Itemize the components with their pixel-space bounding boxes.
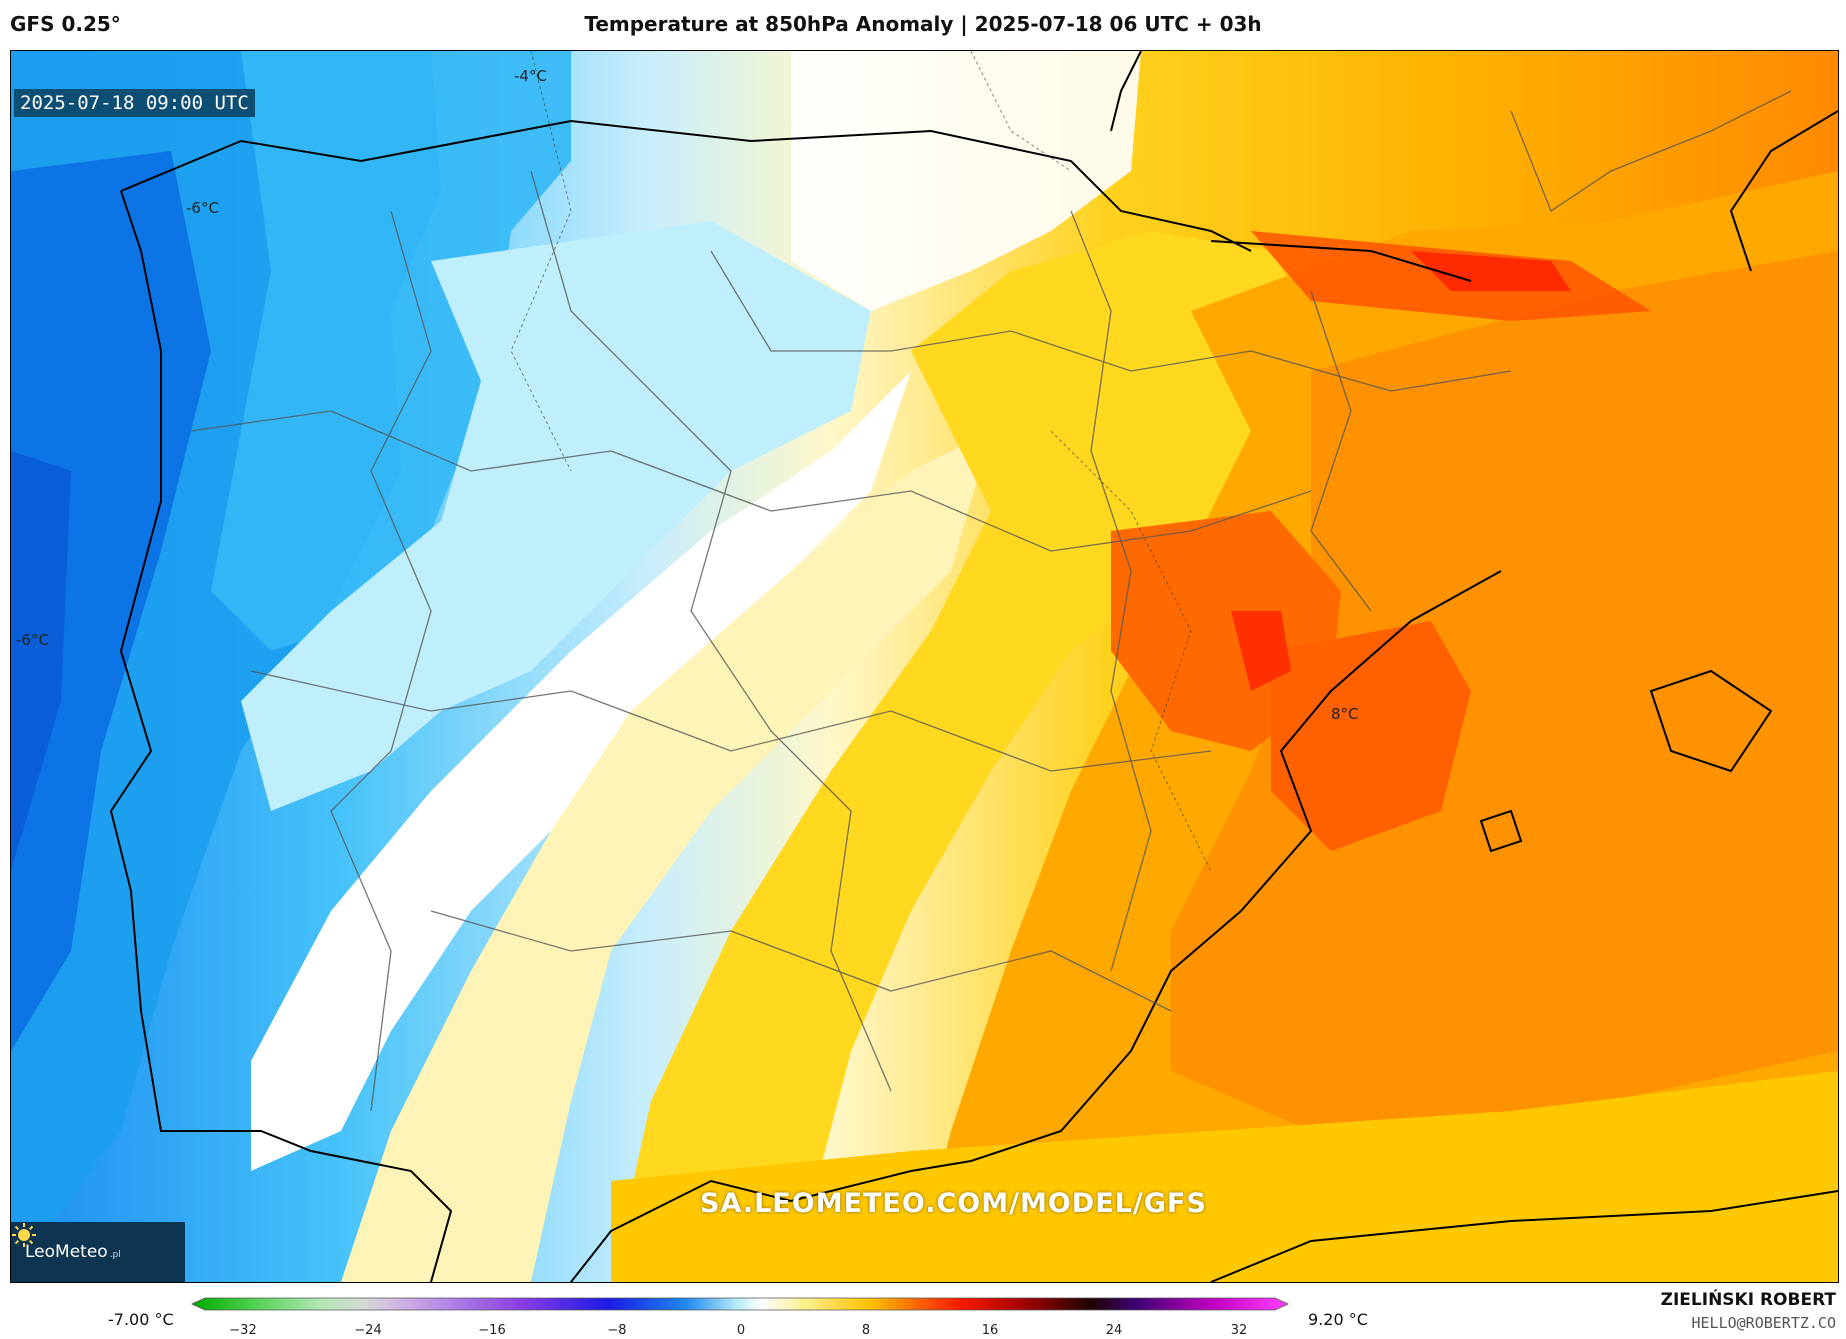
colorbar-tick: 8 [862,1323,870,1338]
logo-suffix: .pl [109,1250,121,1260]
contour-label: -6°C [16,631,49,649]
author-email[interactable]: HELLO@ROBERTZ.CO [1691,1314,1837,1332]
contour-label: -6°C [186,199,219,217]
colorbar-tick: −24 [354,1323,381,1338]
author-name: ZIELIŃSKI ROBERT [1660,1290,1836,1310]
colorbar-tick: 32 [1231,1323,1248,1338]
colorbar-tick: 16 [982,1323,999,1338]
colorbar-max-label: 9.20 °C [1308,1310,1368,1329]
colorbar: −32 −24 −16 −8 0 8 16 24 32 [191,1297,1289,1338]
leometeo-logo[interactable]: LeoMeteo .pl [11,1222,185,1282]
anomaly-field [11,51,1838,1282]
colorbar-tick: 24 [1106,1323,1123,1338]
sun-icon [12,1223,36,1247]
colorbar-tick: 0 [737,1323,745,1338]
map-title: Temperature at 850hPa Anomaly | 2025-07-… [584,12,1262,36]
colorbar-tick: −32 [229,1323,256,1338]
valid-time-badge: 2025-07-18 09:00 UTC [14,89,255,117]
logo-text: LeoMeteo [25,1242,108,1262]
contour-label: -4°C [514,67,547,85]
source-watermark: SA.LEOMETEO.COM/MODEL/GFS [700,1188,1207,1219]
contour-label: 8°C [1331,705,1359,723]
map-panel[interactable]: 2025-07-18 09:00 UTC -4°C -6°C -6°C 8°C … [10,50,1839,1283]
colorbar-tick: −16 [478,1323,505,1338]
colorbar-min-label: -7.00 °C [108,1310,174,1329]
colorbar-tick: −8 [607,1323,626,1338]
model-name: GFS 0.25° [10,12,121,36]
